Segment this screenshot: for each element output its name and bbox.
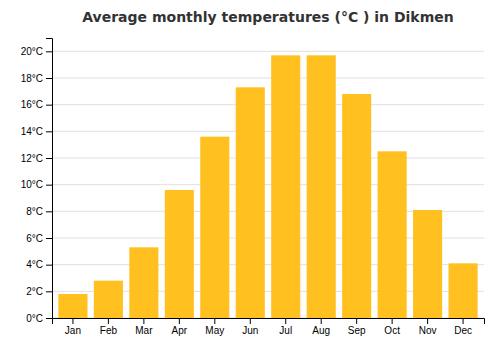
- y-tick-mark: [46, 78, 52, 79]
- y-tick: 10°C: [21, 179, 52, 190]
- grid-line: [52, 78, 484, 79]
- x-tick-label: Aug: [312, 325, 330, 336]
- x-tick-mark: [72, 318, 73, 324]
- x-tick-mark: [108, 318, 109, 324]
- grid-line: [52, 131, 484, 132]
- x-tick: Aug: [312, 318, 330, 336]
- x-tick: Oct: [384, 318, 400, 336]
- y-tick-label: 12°C: [21, 153, 43, 164]
- x-tick-label: Mar: [135, 325, 153, 336]
- x-tick: Mar: [135, 318, 153, 336]
- y-axis-line: [46, 39, 53, 319]
- grid: [52, 51, 484, 318]
- bar: [413, 210, 442, 318]
- y-tick-mark: [46, 158, 52, 159]
- bar: [200, 137, 229, 318]
- y-tick: 2°C: [26, 286, 52, 297]
- y-tick-label: 14°C: [21, 126, 43, 137]
- x-tick-mark: [427, 318, 428, 324]
- x-tick-label: Jul: [279, 325, 292, 336]
- y-tick-mark: [46, 51, 52, 52]
- y-tick-mark: [46, 131, 52, 132]
- y-tick-label: 2°C: [26, 286, 43, 297]
- y-tick-label: 0°C: [26, 313, 43, 324]
- grid-line: [52, 184, 484, 185]
- y-tick-mark: [46, 211, 52, 212]
- y-tick-label: 4°C: [26, 259, 43, 270]
- x-tick-label: Feb: [100, 325, 118, 336]
- x-tick-mark: [463, 318, 464, 324]
- grid-line: [52, 51, 484, 52]
- x-tick: Sep: [348, 318, 366, 336]
- x-tick-label: Apr: [172, 325, 188, 336]
- plot-area: Jan Feb Mar Apr May Jun Jul Aug Sep Oct Nov Dec 0°C 2…: [21, 39, 485, 337]
- bar: [449, 263, 478, 318]
- x-tick-mark: [179, 318, 180, 324]
- y-tick: 12°C: [21, 153, 52, 164]
- y-tick: 6°C: [26, 233, 52, 244]
- bar: [271, 55, 300, 318]
- x-tick: Jan: [65, 318, 81, 336]
- grid-line: [52, 104, 484, 105]
- title: Average monthly temperatures (°C ) in Di…: [82, 9, 453, 25]
- y-tick: 0°C: [26, 313, 52, 324]
- x-tick-mark: [250, 318, 251, 324]
- x-tick: Nov: [419, 318, 437, 336]
- y-tick-label: 6°C: [26, 233, 43, 244]
- y-tick: 14°C: [21, 126, 52, 137]
- x-tick-label: Dec: [454, 325, 472, 336]
- bars: [58, 55, 477, 318]
- x-tick-label: Oct: [384, 325, 400, 336]
- x-axis: Jan Feb Mar Apr May Jun Jul Aug Sep Oct Nov Dec: [53, 318, 485, 336]
- y-tick-mark: [46, 291, 52, 292]
- y-tick-label: 10°C: [21, 179, 43, 190]
- x-tick: Jul: [279, 318, 292, 336]
- x-tick-label: Sep: [348, 325, 366, 336]
- x-tick: Dec: [454, 318, 472, 336]
- y-tick-mark: [46, 238, 52, 239]
- x-tick: Feb: [100, 318, 118, 336]
- bar: [129, 247, 158, 318]
- x-tick-label: Nov: [419, 325, 437, 336]
- y-tick-label: 20°C: [21, 46, 43, 57]
- y-tick: 20°C: [21, 46, 52, 57]
- x-tick: Jun: [242, 318, 258, 336]
- bar: [58, 294, 87, 318]
- x-tick-label: May: [205, 325, 224, 336]
- x-tick-mark: [285, 318, 286, 324]
- bar: [307, 55, 336, 318]
- x-tick: May: [205, 318, 224, 336]
- x-tick-label: Jun: [242, 325, 258, 336]
- x-tick: Apr: [172, 318, 188, 336]
- x-tick-mark: [214, 318, 215, 324]
- y-tick: 4°C: [26, 259, 52, 270]
- x-tick-mark: [392, 318, 393, 324]
- bar: [236, 87, 265, 318]
- y-tick: 8°C: [26, 206, 52, 217]
- y-tick: 18°C: [21, 73, 52, 84]
- y-tick-label: 16°C: [21, 99, 43, 110]
- x-axis-line: [53, 319, 485, 325]
- x-tick-mark: [356, 318, 357, 324]
- bar: [342, 94, 371, 318]
- y-tick-label: 18°C: [21, 73, 43, 84]
- x-tick-label: Jan: [65, 325, 81, 336]
- y-tick: 16°C: [21, 99, 52, 110]
- y-tick-mark: [46, 265, 52, 266]
- x-tick-mark: [321, 318, 322, 324]
- y-axis: 0°C 2°C 4°C 6°C 8°C 10°C 12°C 14°C 16°C 18°C 20°C: [21, 39, 53, 324]
- grid-line: [52, 158, 484, 159]
- y-tick-mark: [46, 105, 52, 106]
- y-tick-mark: [46, 185, 52, 186]
- chart-svg: Jan Feb Mar Apr May Jun Jul Aug Sep Oct Nov Dec 0°C 2…: [0, 0, 500, 350]
- y-tick-mark: [46, 318, 52, 319]
- x-tick-mark: [143, 318, 144, 324]
- bar: [165, 190, 194, 318]
- bar: [378, 151, 407, 318]
- bar: [94, 281, 123, 318]
- y-tick-label: 8°C: [26, 206, 43, 217]
